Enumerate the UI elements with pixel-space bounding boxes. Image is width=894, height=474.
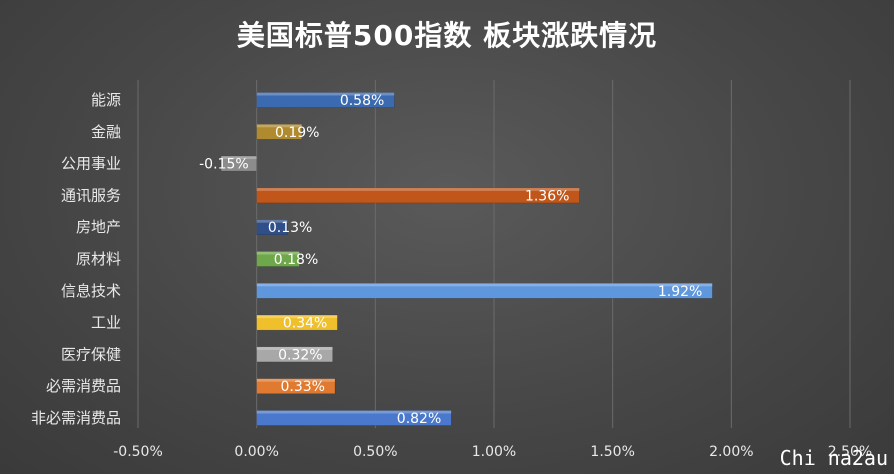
category-label: 通讯服务 [61, 186, 121, 204]
bar-highlight [221, 156, 257, 160]
data-label: 0.19% [275, 125, 319, 141]
category-label: 能源 [91, 91, 121, 109]
category-label: 医疗保健 [61, 345, 121, 363]
data-label: 0.58% [340, 93, 384, 109]
data-label: 0.34% [283, 316, 327, 332]
bar [256, 92, 395, 108]
bar-highlight [256, 346, 333, 350]
category-label: 公用事业 [61, 155, 121, 173]
bar-highlight [256, 219, 288, 223]
bar-highlight [256, 410, 452, 414]
bar [256, 346, 333, 363]
bar [256, 378, 336, 394]
x-tick-label: 0.50% [353, 444, 397, 460]
bar-highlight [256, 124, 302, 128]
x-tick-label: 1.50% [590, 444, 634, 460]
x-tick-label: 2.00% [709, 444, 753, 460]
data-label: 0.32% [278, 347, 322, 363]
x-tick-label: 2.50% [828, 444, 872, 460]
bar [256, 283, 713, 299]
bar-highlight [256, 315, 338, 319]
bar [256, 251, 300, 267]
category-label: 金融 [91, 123, 121, 141]
bar-highlight [256, 187, 580, 191]
data-label: -0.15% [199, 157, 249, 173]
data-label: 0.33% [281, 379, 325, 395]
x-tick-label: -0.50% [113, 444, 163, 460]
bar [256, 219, 288, 235]
category-label: 工业 [91, 314, 121, 332]
bar [256, 187, 580, 204]
bar [256, 124, 303, 140]
bar-highlight [256, 251, 300, 255]
data-label: 0.13% [268, 220, 312, 236]
category-label: 必需消费品 [46, 377, 121, 395]
bar-highlight [256, 92, 395, 96]
data-label: 1.36% [525, 188, 569, 204]
x-tick-label: 0.00% [234, 444, 278, 460]
category-label: 非必需消费品 [31, 409, 121, 427]
category-label: 房地产 [76, 218, 121, 236]
data-label: 0.18% [274, 252, 318, 268]
bar-highlight [256, 378, 335, 382]
bar [256, 314, 338, 331]
data-label: 0.82% [397, 411, 441, 427]
watermark-text: Chi na2au [779, 446, 888, 470]
bar [256, 410, 452, 426]
bar [220, 155, 257, 172]
chart-title: 美国标普500指数 板块涨跌情况 [236, 19, 658, 52]
category-label: 原材料 [76, 250, 121, 268]
data-label: 1.92% [658, 284, 702, 300]
x-tick-label: 1.00% [472, 444, 516, 460]
bar-highlight [256, 283, 713, 287]
category-label: 信息技术 [61, 282, 121, 300]
